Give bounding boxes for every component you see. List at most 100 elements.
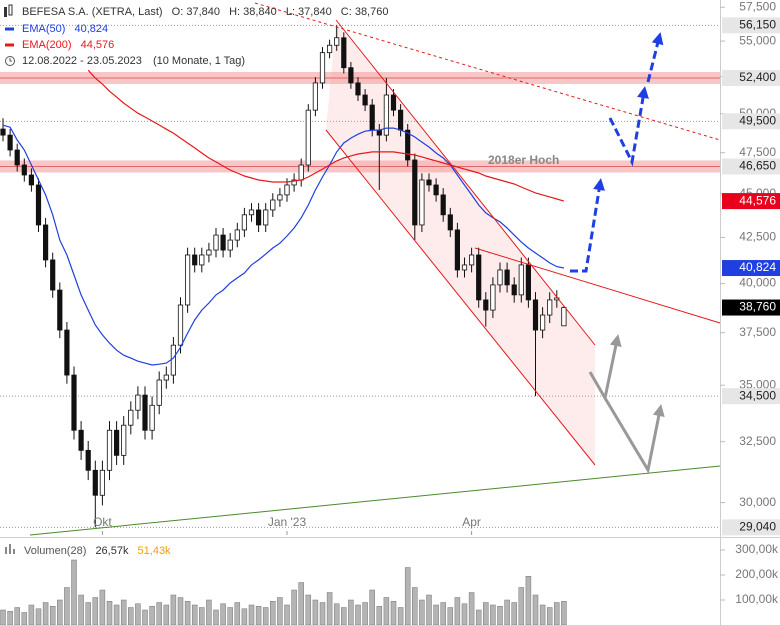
candle-body	[177, 304, 184, 346]
volume-bar	[262, 607, 269, 625]
volume-bar	[504, 599, 510, 625]
volume-bar	[369, 589, 375, 625]
resistance-line	[474, 247, 721, 324]
volume-bar	[525, 576, 532, 625]
legend-entry: EMA(50) 40,824	[22, 23, 108, 35]
value-badge-label: 44,576	[739, 193, 776, 207]
candle-body	[234, 229, 240, 241]
ema-line	[87, 69, 565, 202]
ema-layer	[2, 69, 565, 366]
candle-body	[43, 224, 49, 261]
candle-body	[490, 284, 496, 311]
candle-body	[554, 297, 560, 301]
volume-bar	[284, 604, 290, 625]
header-icon	[8, 4, 13, 16]
candle-body	[199, 254, 205, 266]
candle-body	[128, 409, 134, 426]
value-badge-label: 38,760	[739, 300, 776, 314]
volume-bar	[518, 587, 525, 625]
legend-entry: EMA(200) 44,576	[22, 39, 114, 51]
candle-body	[518, 264, 524, 296]
legend-name: EMA(50)	[22, 23, 65, 35]
candle-body	[369, 104, 375, 131]
y-tick-label: 42,500	[739, 230, 776, 244]
level-badge	[722, 519, 780, 536]
level-badge	[722, 388, 780, 405]
level-badge	[722, 113, 780, 130]
volume-bar	[561, 601, 567, 625]
legend-value: 40,824	[74, 23, 108, 35]
volume-icon	[9, 544, 11, 554]
volume-bar	[241, 608, 248, 625]
volume-bar	[397, 607, 404, 625]
candle-body	[71, 374, 77, 431]
candle-body	[106, 429, 113, 471]
drawings-layer: 2018er Hoch	[29, 2, 721, 536]
volume-bar	[7, 611, 13, 625]
candle-body	[241, 214, 247, 231]
volume-tick-label: 200,00k	[735, 567, 779, 581]
channel-fill	[326, 22, 595, 465]
header-icon	[4, 7, 7, 17]
volume-tick-label: 300,00k	[735, 542, 779, 556]
candle-body	[454, 229, 461, 271]
level-label: 34,500	[739, 388, 776, 402]
volume-bar	[184, 601, 191, 625]
volume-bar	[511, 602, 517, 625]
candle-body	[14, 149, 20, 166]
levels-layer	[0, 24, 720, 528]
volume-bar	[57, 599, 63, 625]
volume-bar	[376, 606, 383, 625]
candle-body	[362, 94, 368, 106]
volume-bar	[206, 599, 212, 625]
volume-bar	[199, 607, 205, 625]
volume-bar	[106, 601, 113, 625]
candle-body	[163, 374, 169, 381]
period: 12.08.2022 - 23.05.2023	[22, 55, 142, 67]
level-label: 46,650	[739, 159, 776, 173]
scenario-arrow	[570, 178, 605, 273]
level-label: 56,150	[739, 18, 776, 32]
y-tick-label: 47,500	[739, 145, 776, 159]
volume-bar	[277, 597, 283, 625]
candle-body	[390, 94, 397, 111]
volume-tick-label: 100,00k	[735, 592, 779, 606]
volume-bar	[341, 607, 347, 625]
volume-bar	[21, 612, 28, 625]
volume-title: Volumen(28)	[24, 545, 86, 557]
candle-body	[547, 299, 553, 316]
volume-bar	[475, 609, 482, 625]
volume-bar	[35, 608, 42, 625]
volume-icon	[13, 549, 15, 554]
candle-body	[213, 234, 219, 251]
volume-bar	[319, 602, 326, 625]
channel-upper	[335, 19, 596, 346]
value-badge	[722, 299, 780, 316]
volume-bar	[270, 601, 276, 625]
y-tick-label: 37,500	[739, 325, 776, 339]
period-note: (10 Monate, 1 Tag)	[153, 55, 245, 67]
candle-body	[532, 299, 539, 331]
volume-bar	[362, 602, 368, 625]
volume-icon	[5, 547, 7, 554]
candle-body	[0, 128, 6, 136]
volume-bar	[128, 607, 134, 625]
volume-layer: 100,00k 200,00k 300,00k	[0, 542, 779, 625]
candle-body	[483, 299, 489, 311]
candle-body	[376, 129, 382, 136]
volume-bar	[532, 594, 539, 625]
candle-body	[561, 307, 567, 327]
candle-body	[149, 404, 155, 431]
candle-body	[277, 194, 283, 201]
candle-body	[21, 164, 27, 176]
candle-body	[440, 194, 446, 216]
y-tick-label: 55,000	[739, 33, 776, 47]
volume-bar	[71, 559, 77, 625]
candle-body	[305, 109, 311, 166]
volume-bar	[78, 594, 84, 625]
volume-bar	[419, 599, 425, 625]
candle-body	[220, 234, 226, 251]
candle-body	[206, 249, 212, 256]
volume-bar	[454, 597, 461, 625]
